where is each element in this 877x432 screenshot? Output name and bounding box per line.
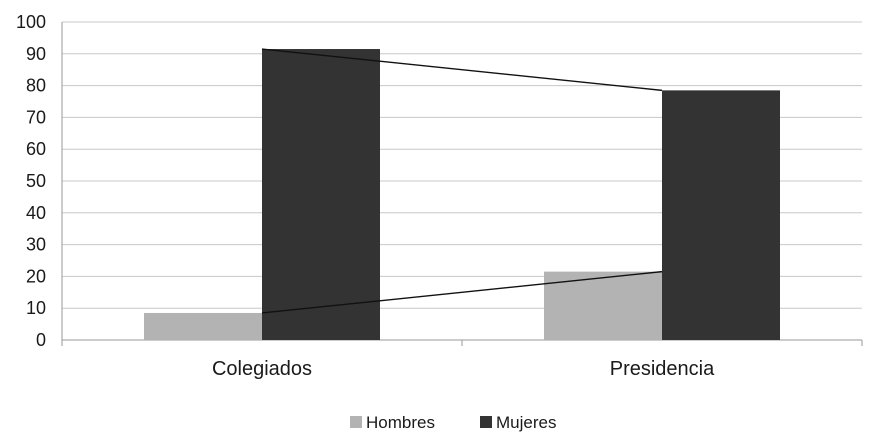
bar-mujeres-colegiados [262,49,380,340]
connector-line-hombres [261,270,663,314]
legend: Hombres Mujeres [350,413,556,432]
x-category-label: Presidencia [610,358,715,380]
bars [144,49,780,341]
y-tick-label: 10 [26,298,46,318]
series-connector-lines [261,48,663,314]
y-tick-label: 30 [26,235,46,255]
y-axis-tick-labels: 0 10 20 30 40 50 60 70 80 90 100 [16,12,46,350]
legend-swatch-hombres [350,416,362,428]
legend-label-mujeres: Mujeres [496,413,556,432]
connector-line-mujeres [261,48,663,92]
bar-mujeres-presidencia [662,90,780,341]
legend-label-hombres: Hombres [366,413,435,432]
x-axis-tick-marks [61,340,863,346]
bar-hombres-presidencia [544,271,662,340]
y-tick-label: 60 [26,139,46,159]
y-tick-label: 50 [26,171,46,191]
bar-hombres-colegiados [144,312,262,340]
y-tick-label: 100 [16,12,46,32]
legend-swatch-mujeres [480,416,492,428]
category-labels: Colegiados Presidencia [212,358,715,380]
y-tick-label: 70 [26,107,46,127]
y-tick-label: 20 [26,266,46,286]
y-tick-label: 0 [36,330,46,350]
gridlines [62,21,862,309]
y-tick-label: 40 [26,203,46,223]
x-category-label: Colegiados [212,358,312,380]
y-tick-label: 90 [26,44,46,64]
y-tick-label: 80 [26,76,46,96]
